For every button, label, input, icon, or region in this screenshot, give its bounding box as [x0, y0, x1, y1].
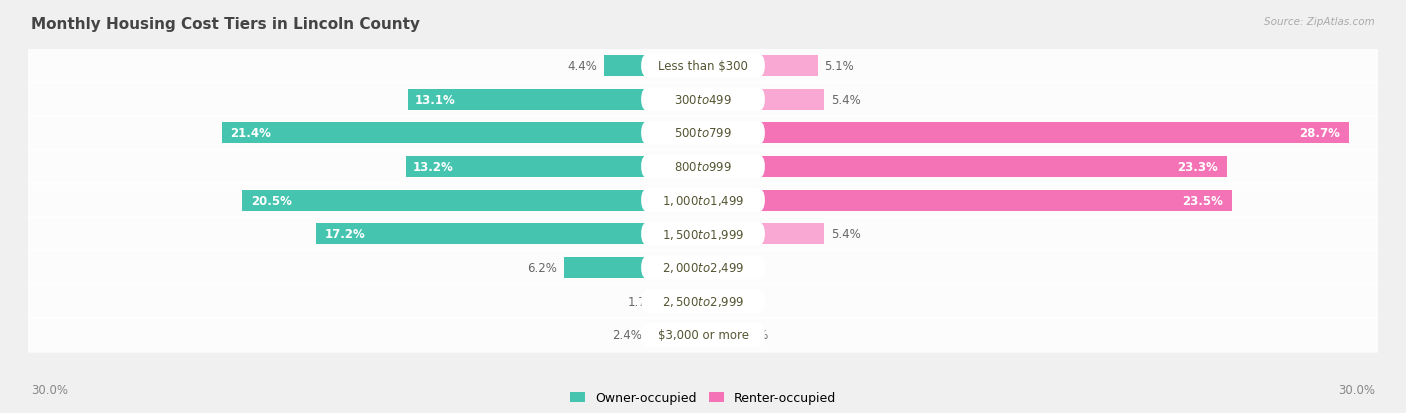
- Text: $1,500 to $1,999: $1,500 to $1,999: [662, 227, 744, 241]
- Text: Source: ZipAtlas.com: Source: ZipAtlas.com: [1264, 17, 1375, 26]
- Bar: [222, 123, 703, 144]
- Text: $1,000 to $1,499: $1,000 to $1,499: [662, 194, 744, 208]
- Text: 13.2%: 13.2%: [413, 161, 454, 173]
- Bar: [703, 90, 824, 110]
- Text: $500 to $799: $500 to $799: [673, 127, 733, 140]
- FancyBboxPatch shape: [641, 256, 765, 280]
- Bar: [242, 190, 703, 211]
- Text: 5.4%: 5.4%: [831, 228, 860, 241]
- Bar: [703, 224, 824, 244]
- Text: 4.4%: 4.4%: [568, 60, 598, 73]
- Text: 30.0%: 30.0%: [31, 384, 67, 396]
- Text: Monthly Housing Cost Tiers in Lincoln County: Monthly Housing Cost Tiers in Lincoln Co…: [31, 17, 420, 31]
- Text: $2,000 to $2,499: $2,000 to $2,499: [662, 261, 744, 275]
- Text: $2,500 to $2,999: $2,500 to $2,999: [662, 294, 744, 309]
- Text: 23.3%: 23.3%: [1177, 161, 1218, 173]
- Text: $300 to $499: $300 to $499: [673, 93, 733, 107]
- FancyBboxPatch shape: [641, 121, 765, 145]
- Text: 17.2%: 17.2%: [325, 228, 366, 241]
- Bar: [703, 157, 1227, 178]
- FancyBboxPatch shape: [641, 88, 765, 112]
- Bar: [703, 56, 818, 77]
- Bar: [703, 257, 714, 278]
- FancyBboxPatch shape: [21, 149, 1385, 185]
- Bar: [650, 325, 703, 345]
- FancyBboxPatch shape: [641, 155, 765, 179]
- Bar: [703, 291, 704, 312]
- FancyBboxPatch shape: [21, 82, 1385, 118]
- Text: 23.5%: 23.5%: [1182, 194, 1223, 207]
- Bar: [316, 224, 703, 244]
- Bar: [665, 291, 703, 312]
- Text: 5.4%: 5.4%: [831, 93, 860, 107]
- FancyBboxPatch shape: [21, 250, 1385, 285]
- FancyBboxPatch shape: [641, 222, 765, 246]
- Text: 0.96%: 0.96%: [731, 328, 769, 342]
- FancyBboxPatch shape: [641, 189, 765, 213]
- Text: $3,000 or more: $3,000 or more: [658, 328, 748, 342]
- Bar: [564, 257, 703, 278]
- Bar: [703, 325, 724, 345]
- Bar: [406, 157, 703, 178]
- Bar: [605, 56, 703, 77]
- FancyBboxPatch shape: [21, 49, 1385, 84]
- Text: 0.08%: 0.08%: [711, 295, 748, 308]
- Text: 13.1%: 13.1%: [415, 93, 456, 107]
- Text: 5.1%: 5.1%: [824, 60, 855, 73]
- Text: 20.5%: 20.5%: [250, 194, 291, 207]
- Text: 1.7%: 1.7%: [628, 295, 658, 308]
- Text: 2.4%: 2.4%: [613, 328, 643, 342]
- Text: 28.7%: 28.7%: [1299, 127, 1340, 140]
- FancyBboxPatch shape: [21, 216, 1385, 252]
- Bar: [703, 123, 1348, 144]
- FancyBboxPatch shape: [641, 289, 765, 313]
- Bar: [703, 190, 1232, 211]
- FancyBboxPatch shape: [641, 323, 765, 347]
- Text: 0.48%: 0.48%: [720, 261, 758, 274]
- Text: $800 to $999: $800 to $999: [673, 161, 733, 173]
- FancyBboxPatch shape: [21, 183, 1385, 218]
- Text: 30.0%: 30.0%: [1339, 384, 1375, 396]
- Legend: Owner-occupied, Renter-occupied: Owner-occupied, Renter-occupied: [569, 392, 837, 404]
- Text: Less than $300: Less than $300: [658, 60, 748, 73]
- Text: 6.2%: 6.2%: [527, 261, 557, 274]
- FancyBboxPatch shape: [21, 116, 1385, 151]
- FancyBboxPatch shape: [21, 317, 1385, 353]
- FancyBboxPatch shape: [21, 284, 1385, 319]
- FancyBboxPatch shape: [641, 54, 765, 78]
- Text: 21.4%: 21.4%: [231, 127, 271, 140]
- Bar: [408, 90, 703, 110]
